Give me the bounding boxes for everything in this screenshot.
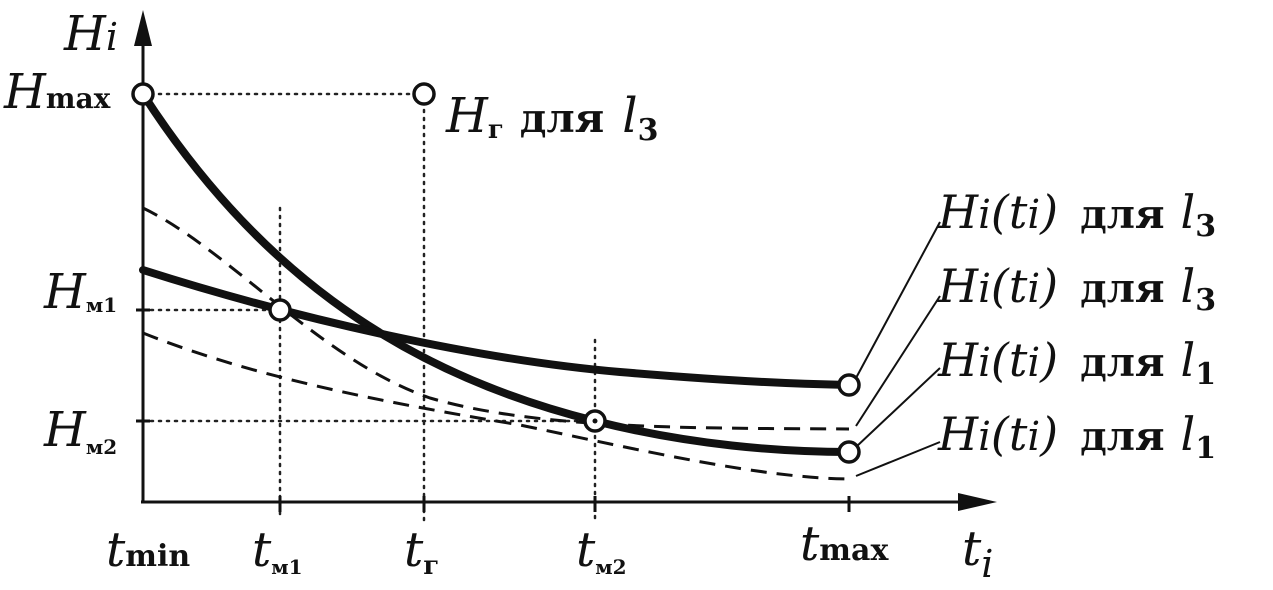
legend-entry-1: Hi(ti) для l3: [937, 185, 1216, 244]
x-label-tm2: tм2: [576, 522, 627, 579]
leader-lines: [855, 221, 941, 477]
y-axis-arrow: [134, 10, 152, 46]
legend-entry-3: Hi(ti) для l1: [937, 333, 1216, 392]
dashed-curve-upper: [142, 206, 850, 431]
legend-entry-4: Hi(ti) для l1: [937, 407, 1216, 466]
legend-entry-2: Hi(ti) для l3: [937, 259, 1216, 318]
leader-1: [855, 221, 941, 379]
leader-3: [855, 367, 941, 448]
y-label-hm2: Hм2: [43, 402, 117, 459]
guide-lines: [141, 92, 597, 522]
marker-hm2-dot: [592, 418, 598, 424]
y-axis-label: Hi: [63, 6, 118, 62]
x-axis-arrow: [958, 493, 997, 511]
x-label-tg: tг: [404, 522, 439, 581]
dashed-curve-lower: [142, 331, 850, 481]
markers: [131, 82, 861, 464]
y-label-hmax: Hmax: [3, 64, 111, 120]
x-label-tmin: tmin: [106, 522, 190, 578]
x-axis-label: ti: [962, 521, 993, 586]
marker-end-steep: [837, 440, 861, 464]
marker-hm1: [268, 298, 292, 322]
x-label-tm1: tм1: [252, 522, 303, 579]
thick-curve-steep: [139, 90, 853, 456]
marker-hmax: [131, 82, 155, 106]
leader-4: [855, 441, 941, 477]
y-label-hm1: Hм1: [43, 264, 117, 320]
legend: Hi(ti) для l3 Hi(ti) для l3 Hi(ti) для l1 Hi(t…: [937, 185, 1216, 466]
marker-hg: [412, 82, 436, 106]
label-hg-for-l3: Hг для l3: [445, 88, 658, 148]
marker-end-shallow: [837, 373, 861, 397]
leader-2: [855, 295, 941, 427]
x-label-tmax: tmax: [800, 516, 889, 572]
